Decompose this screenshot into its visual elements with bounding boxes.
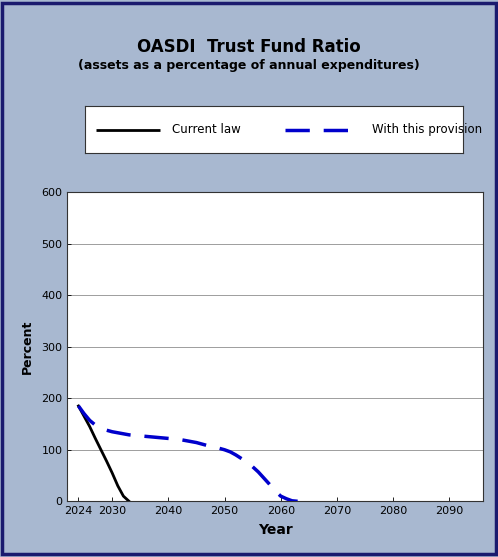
X-axis label: Year: Year — [258, 523, 292, 537]
Text: Current law: Current law — [172, 123, 241, 136]
Y-axis label: Percent: Percent — [21, 320, 34, 374]
Text: OASDI  Trust Fund Ratio: OASDI Trust Fund Ratio — [137, 38, 361, 56]
Text: With this provision: With this provision — [373, 123, 483, 136]
Text: (assets as a percentage of annual expenditures): (assets as a percentage of annual expend… — [78, 59, 420, 72]
